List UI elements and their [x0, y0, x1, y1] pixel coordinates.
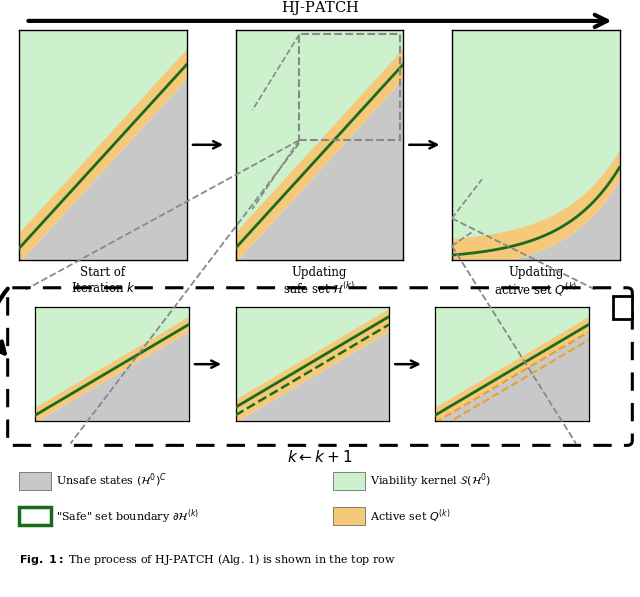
Polygon shape	[435, 332, 589, 423]
Polygon shape	[19, 79, 187, 263]
Bar	[613, 296, 632, 319]
Bar	[19, 507, 51, 525]
Text: HJ-P$\mathregular{ATCH}$: HJ-P$\mathregular{ATCH}$	[280, 0, 360, 17]
Polygon shape	[236, 309, 389, 423]
Polygon shape	[35, 307, 189, 416]
Polygon shape	[35, 317, 189, 423]
Text: Active set $Q^{(k)}$: Active set $Q^{(k)}$	[370, 507, 451, 525]
Polygon shape	[236, 332, 389, 423]
Text: $k \leftarrow k+1$: $k \leftarrow k+1$	[287, 449, 353, 465]
Polygon shape	[236, 50, 403, 263]
Text: $\mathbf{Fig.\ 1:}$ The process of HJ-P$\mathregular{ATCH}$ (Alg. 1) is shown in: $\mathbf{Fig.\ 1:}$ The process of HJ-P$…	[19, 552, 396, 567]
Bar	[19, 472, 51, 490]
Polygon shape	[452, 181, 620, 260]
Bar	[333, 507, 365, 525]
Text: Start of
Iteration $k$: Start of Iteration $k$	[70, 266, 136, 295]
Polygon shape	[236, 307, 389, 407]
Text: Unsafe states $(\mathcal{H}^0)^C$: Unsafe states $(\mathcal{H}^0)^C$	[56, 472, 167, 490]
Polygon shape	[452, 151, 620, 260]
Polygon shape	[19, 30, 187, 248]
Bar	[300, 35, 400, 140]
Bar	[333, 472, 365, 490]
Text: Updating
safe set $\mathcal{H}^{(k)}$: Updating safe set $\mathcal{H}^{(k)}$	[284, 266, 355, 297]
Polygon shape	[435, 307, 589, 416]
Text: "Safe" set boundary $\partial\mathcal{H}^{(k)}$: "Safe" set boundary $\partial\mathcal{H}…	[56, 507, 200, 526]
Polygon shape	[19, 50, 187, 263]
Text: Viability kernel $\mathcal{S}(\mathcal{H}^0)$: Viability kernel $\mathcal{S}(\mathcal{H…	[370, 471, 492, 490]
Polygon shape	[236, 30, 403, 248]
Polygon shape	[452, 30, 620, 255]
Polygon shape	[236, 79, 403, 263]
Text: Updating
active set $Q^{(k)}$: Updating active set $Q^{(k)}$	[494, 266, 577, 298]
Polygon shape	[435, 317, 589, 423]
Polygon shape	[35, 332, 189, 423]
